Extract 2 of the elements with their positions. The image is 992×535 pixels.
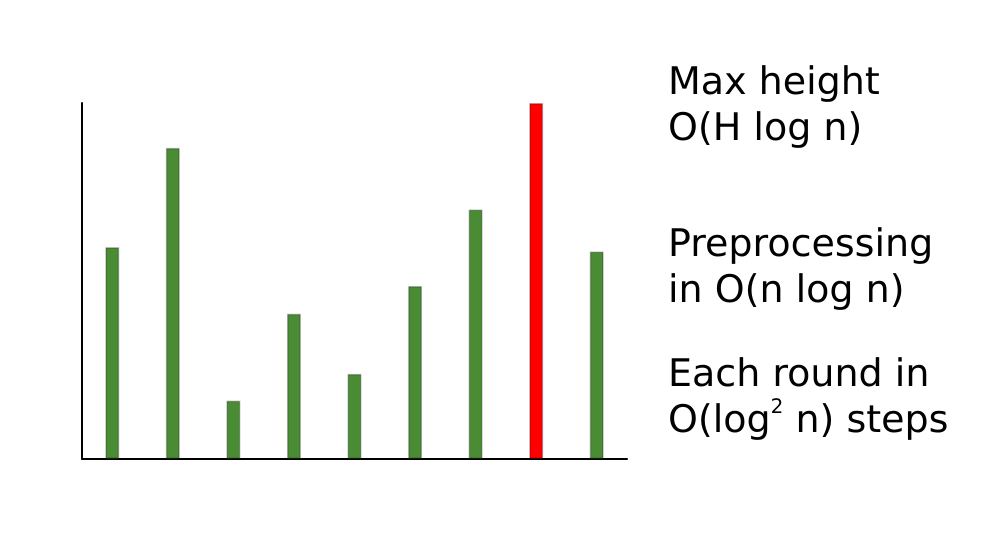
- text: Preprocessing in O(n log n): [668, 221, 934, 311]
- text: Max height O(H log n): [668, 59, 880, 149]
